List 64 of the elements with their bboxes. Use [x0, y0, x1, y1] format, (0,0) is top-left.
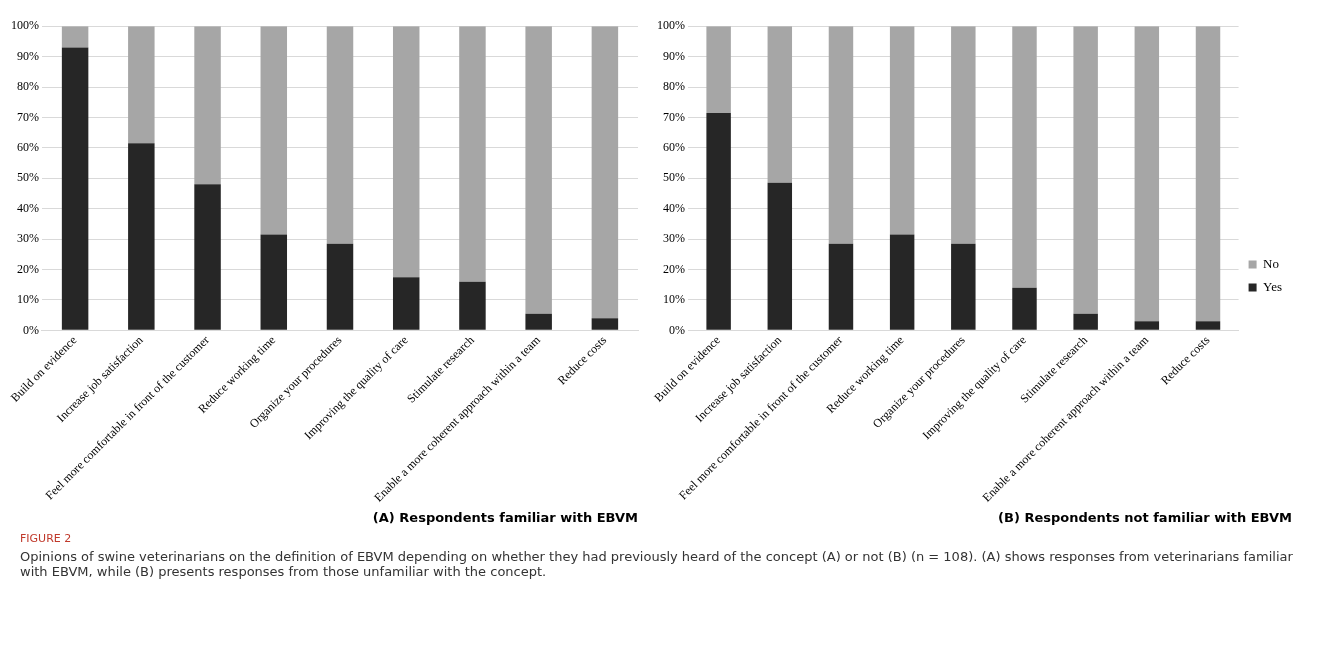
caption: FIGURE 2	[20, 532, 73, 545]
y-tick-label: 0%	[669, 322, 686, 337]
bar	[767, 182, 793, 330]
bar	[459, 281, 486, 330]
bar	[951, 26, 976, 244]
y-tick-label: 50%	[663, 170, 686, 185]
text: Opinions of swine veterinarians on the definition of EBVM depending on whether they had previously heard of the concept (A) or not (B) (n = 108). (A) shows responses from veterinarians familiar with EBVM, while (B) presents responses from those unfamiliar with the concept.	[20, 549, 1294, 579]
bar	[525, 26, 552, 314]
bar	[1073, 313, 1098, 330]
y-tick-label: 20%	[17, 261, 39, 276]
bar	[828, 26, 854, 244]
y-tick-label: 20%	[663, 261, 686, 276]
bar	[128, 26, 155, 144]
bar	[889, 26, 915, 235]
y-tick-label: 50%	[17, 170, 39, 185]
bar	[392, 277, 420, 330]
y-tick-label: 100%	[657, 18, 686, 33]
bar	[194, 184, 221, 330]
bar	[1195, 321, 1221, 330]
text: (A) Respondents familiar with EBVM	[372, 509, 638, 525]
bar	[459, 26, 486, 282]
bar	[194, 26, 221, 185]
bar	[706, 112, 731, 330]
y-tick-label: 60%	[17, 140, 39, 155]
y-tick-label: 10%	[663, 292, 686, 307]
bar	[591, 318, 619, 330]
y-tick-label: 0%	[23, 322, 39, 337]
bar	[1073, 26, 1098, 314]
y-tick-label: 80%	[17, 79, 39, 94]
bar	[260, 26, 288, 235]
bar	[326, 26, 354, 244]
bar	[1195, 26, 1221, 322]
y-tick-label: 90%	[17, 48, 39, 63]
bar	[392, 26, 420, 278]
bar	[706, 26, 731, 113]
y-tick-label: 70%	[663, 109, 686, 124]
bar	[1012, 287, 1037, 330]
bar	[591, 26, 619, 319]
y-tick-label: 10%	[17, 292, 39, 307]
bar	[128, 143, 155, 330]
bar	[61, 47, 89, 330]
bar	[951, 243, 976, 330]
y-tick-label: 100%	[11, 18, 39, 33]
y-tick-label: 40%	[663, 200, 686, 215]
y-tick-label: 90%	[663, 48, 686, 63]
text: (B) Respondents not familiar with EBVM	[998, 509, 1292, 525]
y-tick-label: 80%	[663, 79, 686, 94]
bar	[1134, 26, 1160, 322]
legend-label: Yes	[1263, 278, 1283, 294]
bar	[767, 26, 793, 183]
bar	[326, 243, 354, 330]
bar	[260, 234, 288, 330]
bar	[61, 26, 89, 48]
bar	[525, 313, 552, 330]
y-tick-label: 70%	[17, 109, 39, 124]
bar	[889, 234, 915, 330]
bar	[1134, 321, 1160, 330]
y-tick-label: 30%	[17, 231, 39, 246]
bar	[828, 243, 854, 330]
y-tick-label: 30%	[663, 231, 686, 246]
legend-label: No	[1263, 255, 1279, 271]
y-tick-label: 40%	[17, 200, 39, 215]
y-tick-label: 60%	[663, 140, 686, 155]
bar	[1012, 26, 1037, 288]
